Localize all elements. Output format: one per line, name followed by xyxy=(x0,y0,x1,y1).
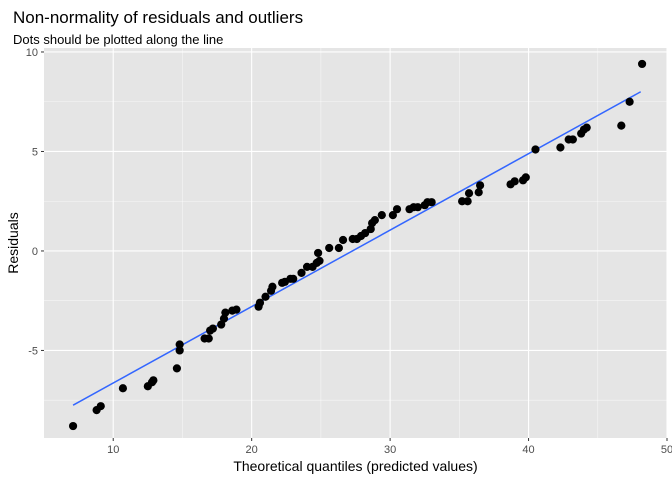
y-tick-label: -5 xyxy=(28,345,38,357)
reference-line xyxy=(72,91,642,406)
y-axis: -5 0 5 10 xyxy=(26,47,44,357)
data-point xyxy=(617,121,626,130)
chart-title: Non-normality of residuals and outliers xyxy=(13,8,303,27)
y-tick-label: 10 xyxy=(26,47,38,59)
data-point xyxy=(289,274,298,283)
data-point xyxy=(221,308,230,317)
x-tick-label: 10 xyxy=(107,444,119,456)
data-point xyxy=(314,248,323,258)
data-point xyxy=(96,402,105,411)
data-point xyxy=(149,376,158,385)
data-point xyxy=(68,421,78,431)
data-point xyxy=(392,205,402,214)
x-tick-label: 30 xyxy=(384,444,396,456)
data-point xyxy=(325,243,334,253)
data-point xyxy=(531,145,540,154)
data-points xyxy=(68,59,647,431)
data-point xyxy=(521,173,530,182)
data-point xyxy=(204,334,213,343)
data-point xyxy=(463,197,472,206)
data-point xyxy=(315,256,324,266)
x-tick-label: 20 xyxy=(246,444,258,456)
data-point xyxy=(175,346,184,355)
data-point xyxy=(413,203,422,212)
data-point xyxy=(338,235,348,245)
x-tick-label: 40 xyxy=(522,444,534,456)
data-point xyxy=(175,340,184,349)
data-point xyxy=(388,211,397,220)
data-point xyxy=(255,298,265,307)
y-tick-label: 0 xyxy=(32,246,38,258)
data-point xyxy=(297,268,306,277)
data-point xyxy=(474,188,483,197)
data-point xyxy=(118,384,128,393)
plot-panel xyxy=(44,48,667,438)
data-point xyxy=(568,135,577,144)
data-point xyxy=(268,282,277,291)
x-tick-label: 50 xyxy=(661,444,672,456)
x-axis: 10 20 30 40 50 xyxy=(107,438,672,456)
data-point xyxy=(556,143,565,152)
data-point xyxy=(637,59,647,69)
data-point xyxy=(370,216,379,225)
x-axis-title: Theoretical quantiles (predicted values) xyxy=(233,458,477,474)
data-point xyxy=(377,211,386,220)
data-point xyxy=(427,198,436,207)
data-point xyxy=(334,243,343,253)
data-point xyxy=(208,324,218,333)
data-point xyxy=(476,181,485,190)
chart-subtitle: Dots should be plotted along the line xyxy=(13,32,223,47)
reference-line-layer xyxy=(72,91,642,406)
y-axis-title: Residuals xyxy=(5,212,21,273)
data-point xyxy=(510,177,519,186)
data-point xyxy=(172,364,182,373)
grid-lines xyxy=(44,48,668,438)
data-point xyxy=(261,292,270,301)
data-point xyxy=(582,123,591,132)
data-point xyxy=(625,97,634,106)
data-point xyxy=(464,189,474,198)
data-point xyxy=(232,305,241,314)
y-tick-label: 5 xyxy=(32,146,38,158)
